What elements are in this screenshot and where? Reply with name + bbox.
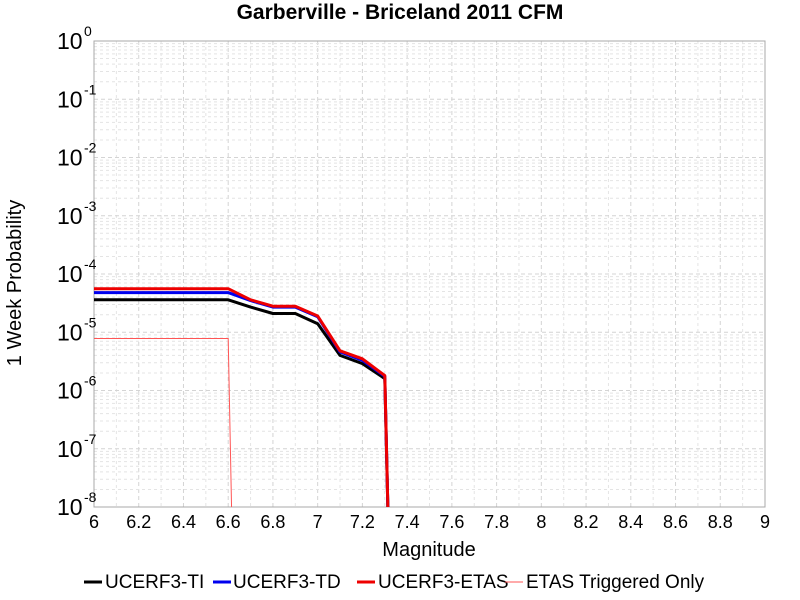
y-tick-base: 10 [57,261,83,287]
y-tick-exponent: -5 [84,314,97,330]
legend-label: UCERF3-ETAS [378,572,509,593]
y-tick-exponent: 0 [84,23,92,39]
chart-title: Garberville - Briceland 2011 CFM [237,1,564,24]
y-tick-exponent: -6 [84,373,97,389]
legend-item: UCERF3-TD [213,572,341,593]
series-line-1 [94,298,390,507]
legend-item: ETAS Triggered Only [505,572,705,593]
x-tick-labels: 6 6.2 6.4 6.6 6.8 7 7.2 7.4 7.6 7.8 8 8.2 8.4 8.6 8.8 9 [89,512,770,532]
y-tick-label: 10 -2 [57,140,97,171]
x-tick-label: 8.6 [663,512,688,532]
plot-area [93,40,766,508]
y-tick-base: 10 [57,145,83,171]
series-line-3 [94,287,390,507]
y-tick-exponent: -2 [84,140,97,156]
legend-label: UCERF3-TI [105,572,204,593]
legend-label: UCERF3-TD [233,572,341,593]
x-tick-label: 7.6 [439,512,464,532]
y-axis-label: 1 Week Probability [4,200,26,366]
y-tick-label: 10 -6 [57,373,97,404]
y-tick-label: 10 -5 [57,314,97,345]
y-tick-label: 10 -3 [57,198,97,229]
x-tick-label: 6.2 [126,512,151,532]
x-tick-label: 6.6 [216,512,241,532]
x-tick-label: 6 [89,512,99,532]
x-tick-label: 7 [313,512,323,532]
x-tick-label: 6.8 [260,512,285,532]
grid [93,40,766,508]
legend-item: UCERF3-ETAS [357,572,509,593]
y-tick-base: 10 [57,86,83,112]
y-tick-label: 10 -1 [57,81,97,112]
legend-label: ETAS Triggered Only [526,572,705,593]
x-tick-label: 8 [536,512,546,532]
y-tick-base: 10 [57,319,83,345]
legend: UCERF3-TI UCERF3-TD UCERF3-ETAS ETAS Trigge… [84,572,705,593]
x-tick-label: 8.2 [574,512,599,532]
y-tick-exponent: -3 [84,198,97,214]
y-tick-label: 10 0 [57,23,92,54]
x-tick-label: 8.8 [708,512,733,532]
y-tick-label: 10 -7 [57,431,97,462]
x-tick-label: 9 [760,512,770,532]
x-tick-label: 7.4 [395,512,420,532]
x-axis-label: Magnitude [382,539,475,561]
y-tick-exponent: -4 [84,256,97,272]
y-tick-base: 10 [57,494,83,520]
y-tick-exponent: -1 [84,81,97,97]
x-tick-label: 8.4 [618,512,643,532]
y-tick-label: 10 -8 [57,489,97,520]
y-tick-label: 10 -4 [57,256,97,287]
series-layer [94,287,390,507]
y-tick-base: 10 [57,203,83,229]
x-tick-label: 6.4 [171,512,196,532]
series-line-4 [94,338,233,507]
y-tick-base: 10 [57,436,83,462]
y-tick-base: 10 [57,378,83,404]
x-tick-label: 7.2 [350,512,375,532]
y-tick-exponent: -7 [84,431,97,447]
y-tick-exponent: -8 [84,489,97,505]
legend-item: UCERF3-TI [84,572,204,593]
y-tick-base: 10 [57,28,83,54]
x-tick-label: 7.8 [484,512,509,532]
